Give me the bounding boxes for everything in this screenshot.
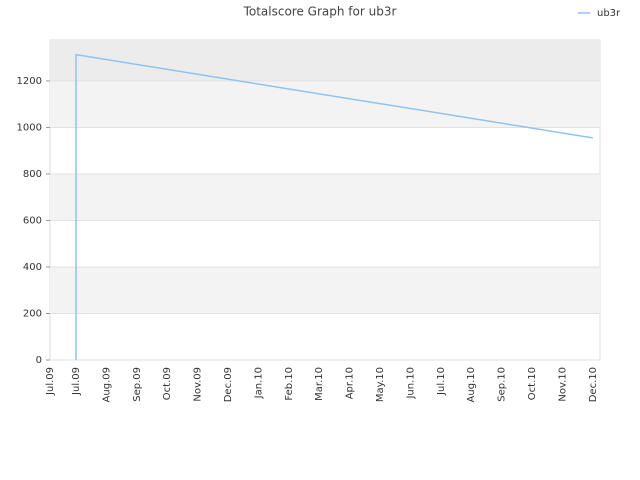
y-tick-label: 800 — [23, 169, 42, 180]
y-tick-label: 400 — [23, 262, 42, 273]
x-tick-label: Oct.10 — [527, 367, 538, 400]
legend-label: ub3r — [597, 8, 621, 19]
x-tick-label: Nov.10 — [557, 367, 568, 402]
x-tick-label: Nov.09 — [193, 367, 204, 402]
x-tick-label: Jul.09 — [71, 367, 82, 396]
x-tick-label: Jun.10 — [405, 367, 416, 400]
x-tick-label: Apr.10 — [345, 367, 356, 399]
x-tick-label: Jul.09 — [45, 367, 56, 396]
plot-band — [50, 40, 600, 81]
y-tick-label: 1200 — [17, 76, 42, 87]
plot-band — [50, 173, 600, 221]
x-tick-label: Jan.10 — [253, 367, 264, 399]
x-tick-label: Sep.10 — [497, 367, 508, 402]
x-tick-label: Sep.09 — [132, 367, 143, 402]
x-tick-label: Oct.09 — [162, 367, 173, 400]
x-tick-label: Feb.10 — [284, 367, 295, 401]
chart-title: Totalscore Graph for ub3r — [243, 5, 397, 19]
y-tick-label: 600 — [23, 215, 42, 226]
plot-band — [50, 80, 600, 128]
x-tick-label: Dec.09 — [223, 367, 234, 402]
y-tick-label: 200 — [23, 308, 42, 319]
plot-band — [50, 266, 600, 314]
x-tick-label: Mar.10 — [314, 367, 325, 401]
x-tick-label: Aug.10 — [466, 367, 477, 402]
x-tick-label: Dec.10 — [588, 367, 599, 402]
x-tick-label: Aug.09 — [101, 367, 112, 402]
y-tick-label: 0 — [36, 355, 42, 366]
data-line — [75, 53, 593, 360]
x-tick-label: Jul.10 — [436, 367, 447, 396]
y-tick-label: 1000 — [17, 122, 42, 133]
x-tick-label: May.10 — [375, 367, 386, 402]
